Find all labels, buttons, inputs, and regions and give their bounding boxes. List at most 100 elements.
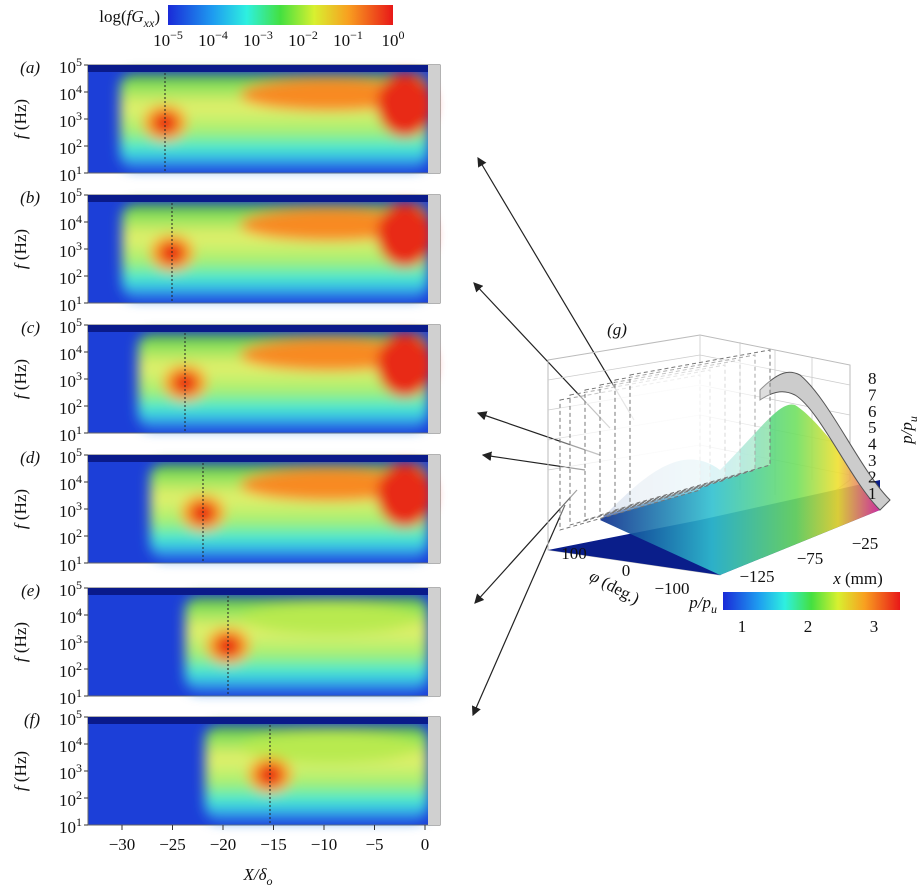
y-unit: (Hz): [11, 229, 30, 260]
tick-base: 10: [153, 31, 170, 50]
y-var: f: [11, 262, 30, 269]
tick-exp: 2: [76, 659, 82, 673]
tick-exp: 5: [76, 707, 82, 721]
tick-exp: 1: [76, 553, 82, 567]
x-tick-label: −25: [159, 835, 186, 854]
tick-base: 10: [59, 737, 76, 756]
x-tick-label: −125: [739, 567, 774, 586]
tick-label: 10−5: [153, 28, 183, 50]
tick-label: 104: [59, 82, 82, 104]
tick-exp: 0: [399, 28, 405, 42]
tick-base: 10: [59, 372, 76, 391]
tick-base: 10: [59, 475, 76, 494]
end-strip: [428, 717, 440, 825]
tick-exp: 1: [76, 423, 82, 437]
tick-exp: −3: [260, 28, 273, 42]
x-tick-label: −15: [260, 835, 287, 854]
tick-exp: 5: [76, 185, 82, 199]
heat-red: [377, 203, 433, 267]
tick-base: 10: [59, 764, 76, 783]
colorbar: [168, 5, 393, 25]
tick-label: 100: [382, 28, 405, 50]
tick-base: 10: [59, 296, 76, 315]
tick-exp: 1: [76, 293, 82, 307]
heatmap: [150, 463, 433, 559]
top-band: [88, 195, 440, 202]
x-tick-label: −5: [365, 835, 383, 854]
end-strip: [428, 195, 440, 303]
tick-label: 104: [59, 472, 82, 494]
phi-tick-label: 100: [561, 544, 587, 563]
tick-label: 101: [59, 163, 82, 185]
tick-exp: 3: [76, 369, 82, 383]
tick-exp: 2: [76, 136, 82, 150]
tick-base: 10: [59, 139, 76, 158]
y-unit: (Hz): [11, 489, 30, 520]
tick-exp: 3: [76, 632, 82, 646]
tick-label: 104: [59, 212, 82, 234]
phi-axis-label: φ (deg.): [586, 566, 642, 608]
tick-label: 103: [59, 632, 82, 654]
tick-base: 10: [59, 689, 76, 708]
tick-base: 10: [243, 31, 260, 50]
tick-base: 10: [59, 242, 76, 261]
tick-exp: 5: [76, 315, 82, 329]
panel-label: (f): [24, 710, 40, 729]
colorbar-tick-label: 1: [738, 617, 747, 636]
end-strip: [428, 588, 440, 696]
tick-label: 10−2: [288, 28, 318, 50]
tick-exp: 4: [76, 734, 82, 748]
phi-tick-label: 0: [622, 561, 631, 580]
tick-base: 10: [333, 31, 350, 50]
z-axis-label: p/pu: [897, 416, 920, 445]
tick-exp: 4: [76, 605, 82, 619]
tick-exp: 5: [76, 445, 82, 459]
tick-base: 10: [288, 31, 305, 50]
panel-g-plot: [548, 335, 890, 575]
tick-base: 10: [59, 166, 76, 185]
tick-label: 10−4: [198, 28, 228, 50]
tick-base: 10: [59, 399, 76, 418]
colorbar-tick-label: 2: [804, 617, 813, 636]
tick-label: 105: [59, 707, 82, 729]
colorbar-label: p/pu: [688, 593, 717, 616]
y-var: f: [11, 784, 30, 791]
tick-base: 10: [59, 85, 76, 104]
panel-label: (b): [20, 188, 40, 207]
y-axis-label: f (Hz): [11, 622, 30, 662]
panel-label: (g): [607, 320, 627, 339]
colorbar-label: log(fGxx): [99, 7, 160, 30]
colorbar: [723, 592, 900, 610]
tick-exp: 1: [76, 686, 82, 700]
tick-label: 101: [59, 423, 82, 445]
panel-label: (d): [20, 448, 40, 467]
tick-label: 102: [59, 396, 82, 418]
figure: log(fGxx) 10−510−410−310−210−1100 (a)105…: [0, 0, 923, 894]
tick-label: 101: [59, 553, 82, 575]
tick-label: 103: [59, 369, 82, 391]
tick-label: 103: [59, 499, 82, 521]
y-var: f: [11, 655, 30, 662]
top-band: [88, 325, 440, 332]
tick-base: 10: [59, 818, 76, 837]
tick-base: 10: [59, 188, 76, 207]
arrow: [473, 505, 565, 715]
tick-label: 10−3: [243, 28, 273, 50]
tick-exp: 5: [76, 55, 82, 69]
phi-tick-label: −100: [654, 579, 689, 598]
x-tick-label: −75: [797, 549, 824, 568]
tick-label: 102: [59, 136, 82, 158]
panel-label: (c): [21, 318, 40, 337]
tick-label: 104: [59, 734, 82, 756]
y-unit: (Hz): [11, 751, 30, 782]
tick-base: 10: [59, 791, 76, 810]
tick-label: 103: [59, 109, 82, 131]
tick-exp: 1: [76, 815, 82, 829]
heatmap: [205, 725, 428, 821]
y-unit: (Hz): [11, 622, 30, 653]
heat-hot: [240, 602, 420, 634]
